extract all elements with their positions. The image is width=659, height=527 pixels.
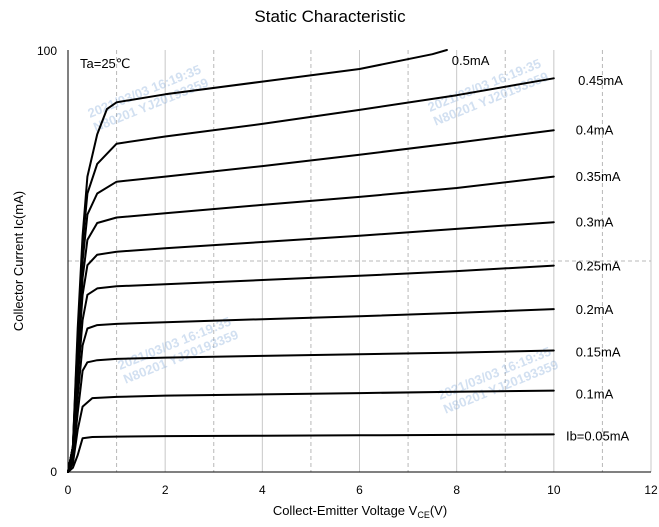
curve-label-1: 0.45mA (578, 73, 623, 88)
y-axis-label: Collector Current Ic(mA) (11, 191, 26, 331)
curves (67, 49, 555, 473)
x-tick-label-12: 12 (644, 483, 658, 497)
grid (68, 50, 652, 472)
curve-label-5: 0.25mA (576, 258, 621, 273)
y-tick-label-max: 100 (37, 44, 57, 58)
temperature-note: Ta=25℃ (80, 56, 130, 71)
curve-label-8: 0.1mA (576, 387, 614, 402)
x-axis-label-main: Collect-Emitter Voltage V (273, 503, 418, 518)
curve-label-3: 0.35mA (576, 169, 621, 184)
x-tick-labels: 0 2 4 6 8 10 12 (65, 483, 658, 497)
x-tick-label-0: 0 (65, 483, 72, 497)
curve-0.1ma (67, 389, 555, 473)
watermark-group: 2021/03/03 16:19:35N80201 YJ20193359 2021… (86, 56, 561, 417)
curve-0.15ma (67, 349, 555, 473)
x-tick-label-10: 10 (547, 483, 561, 497)
x-tick-label-2: 2 (162, 483, 169, 497)
x-axis-label: Collect-Emitter Voltage VCE(V) (273, 503, 447, 520)
curve-label-4: 0.3mA (576, 214, 614, 229)
y-tick-label-min: 0 (50, 465, 57, 479)
curve-label-6: 0.2mA (576, 302, 614, 317)
curve-labels: 0.5mA 0.45mA 0.4mA 0.35mA 0.3mA 0.25mA 0.2mA 0.… (452, 53, 630, 444)
x-tick-label-4: 4 (259, 483, 266, 497)
x-tick-label-8: 8 (453, 483, 460, 497)
curve-label-7: 0.15mA (576, 344, 621, 359)
curve-label-9: Ib=0.05mA (566, 428, 630, 443)
curve-label-2: 0.4mA (576, 122, 614, 137)
curve-0.4ma (67, 129, 555, 473)
curve-label-0: 0.5mA (452, 53, 490, 68)
chart-title: Static Characteristic (254, 7, 406, 26)
x-axis-label-unit: (V) (430, 503, 447, 518)
curve-ib-0.05ma (67, 433, 555, 473)
watermark-3: 2021/03/03 16:19:35N80201 YJ20193359 (436, 343, 561, 417)
x-tick-label-6: 6 (356, 483, 363, 497)
x-axis-label-subscript: CE (417, 510, 430, 520)
curve-0.5ma (67, 49, 448, 473)
